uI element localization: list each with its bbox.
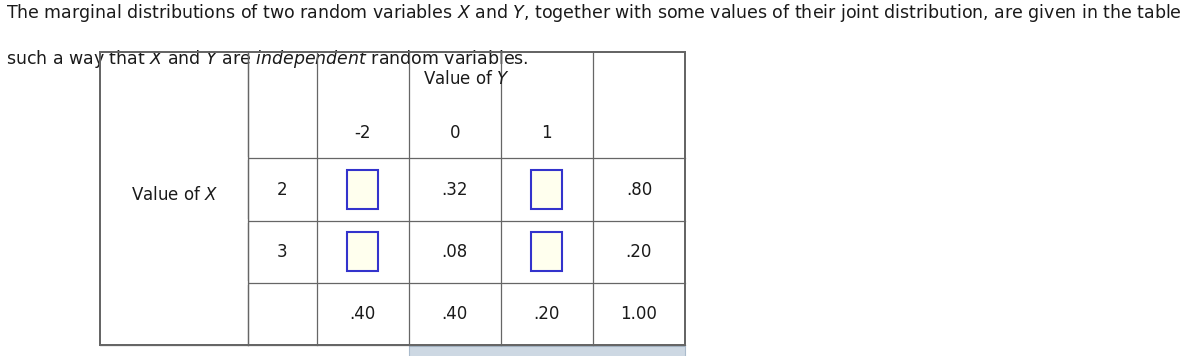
Text: 2: 2 — [278, 180, 287, 199]
Text: .08: .08 — [442, 243, 468, 261]
Text: .20: .20 — [626, 243, 652, 261]
Text: -2: -2 — [354, 124, 371, 142]
Text: .40: .40 — [442, 305, 468, 323]
Text: .32: .32 — [442, 180, 468, 199]
Text: 3: 3 — [278, 243, 287, 261]
Bar — [347, 170, 378, 209]
Text: Value of $\mathit{Y}$: Value of $\mathit{Y}$ — [423, 70, 510, 88]
Bar — [347, 232, 378, 271]
Bar — [409, 346, 685, 356]
Bar — [100, 219, 248, 222]
Text: 0: 0 — [450, 124, 459, 142]
Text: .40: .40 — [350, 305, 376, 323]
Text: 1: 1 — [542, 124, 552, 142]
Text: 1.00: 1.00 — [620, 305, 658, 323]
Bar — [100, 157, 248, 160]
Text: such a way that $\mathit{X}$ and $\mathit{Y}$ are $\mathit{independent}$ random : such a way that $\mathit{X}$ and $\mathi… — [6, 48, 529, 70]
Text: .20: .20 — [534, 305, 560, 323]
Text: .80: .80 — [626, 180, 652, 199]
Bar — [531, 232, 562, 271]
Text: The marginal distributions of two random variables $\mathit{X}$ and $\mathit{Y}$: The marginal distributions of two random… — [6, 2, 1181, 24]
Bar — [100, 281, 248, 285]
Bar — [531, 170, 562, 209]
Text: Value of $\mathit{X}$: Value of $\mathit{X}$ — [131, 186, 217, 204]
